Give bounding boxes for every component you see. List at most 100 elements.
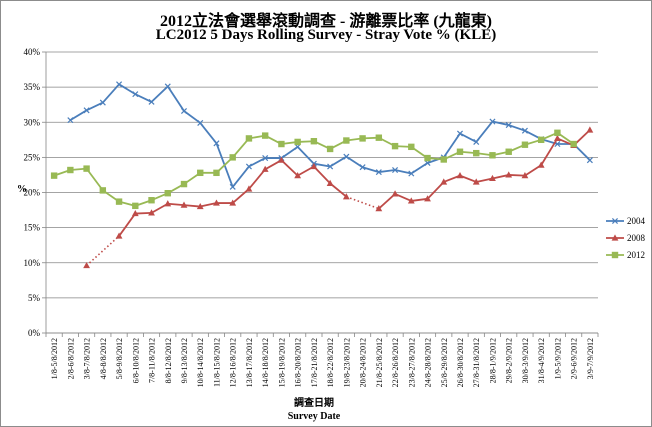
data-point: [505, 122, 512, 129]
x-tick-label: 14/8-18/8/2012: [261, 338, 270, 387]
data-point: [164, 190, 171, 197]
data-point: [342, 193, 350, 200]
series-line: [248, 157, 266, 168]
y-tick-label: 20%: [24, 188, 41, 198]
data-point: [197, 169, 204, 177]
data-point: [115, 198, 123, 205]
x-tick-label: 2/9-6/9/2012: [570, 338, 579, 379]
x-tick-label: 25/8-29/8/2012: [440, 338, 449, 387]
series-2004: [67, 81, 593, 190]
data-point: [83, 261, 90, 269]
data-point: [392, 166, 399, 174]
data-point: [229, 199, 237, 206]
data-point: [229, 154, 236, 161]
data-point: [131, 209, 139, 217]
series-line: [200, 202, 217, 208]
legend-label: 2012: [627, 250, 645, 260]
y-tick-label: 40%: [24, 47, 41, 57]
y-tick-label: 25%: [24, 152, 41, 162]
data-point: [521, 172, 529, 179]
data-point: [67, 117, 74, 124]
series-line: [492, 174, 509, 180]
series-line: [411, 197, 428, 202]
chart-title: 2012立法會選舉滾動調查 - 游離票比率 (九龍東): [160, 13, 492, 30]
data-point: [586, 157, 593, 164]
series-line: [476, 177, 493, 183]
series-line: [508, 124, 526, 132]
data-point: [343, 153, 350, 160]
data-point: [310, 138, 318, 145]
x-tick-label: 4/8-8/8/2012: [99, 338, 108, 379]
data-point: [148, 197, 155, 204]
series-layer: [50, 81, 594, 269]
data-point: [375, 169, 382, 176]
x-tick-label: 5/8-9/8/2012: [115, 338, 124, 379]
data-point: [570, 140, 577, 148]
data-point: [196, 202, 204, 210]
data-point: [375, 205, 383, 212]
data-point: [278, 156, 285, 163]
data-point: [164, 200, 172, 207]
y-tick-label: 35%: [24, 82, 41, 92]
data-point: [229, 183, 236, 190]
data-point: [50, 172, 58, 179]
series-line: [86, 101, 104, 112]
data-point: [537, 136, 545, 144]
x-tick-label: 10/8-14/8/2012: [196, 338, 205, 387]
legend-label: 2004: [627, 216, 646, 226]
y-tick-label: 5%: [28, 293, 41, 303]
series-line: [410, 162, 429, 175]
x-tick-label: 23/8-27/8/2012: [407, 338, 416, 387]
y-tick-label: 0%: [28, 328, 41, 338]
series-line: [118, 213, 137, 237]
x-tick-label: 31/8-4/9/2012: [537, 338, 546, 383]
data-point: [116, 81, 123, 88]
data-point: [359, 164, 366, 171]
data-point: [213, 140, 220, 147]
data-point: [327, 163, 334, 170]
data-point: [245, 135, 253, 142]
data-point: [245, 185, 253, 192]
data-point: [83, 165, 90, 172]
x-tick-label: 16/8-20/8/2012: [294, 338, 303, 387]
data-point: [343, 137, 350, 144]
x-tick-label: 13/8-17/8/2012: [245, 338, 254, 387]
series-2008: [83, 126, 594, 269]
data-point: [213, 169, 220, 177]
x-tick-label: 26/8-30/8/2012: [456, 338, 465, 387]
series-gap-line: [346, 195, 380, 210]
series-line: [459, 132, 477, 143]
y-tick-label: 15%: [24, 223, 41, 233]
series-line: [248, 168, 266, 190]
series-line: [475, 120, 494, 143]
data-point: [391, 190, 399, 197]
data-point: [261, 165, 269, 172]
series-line: [183, 204, 201, 208]
x-tick-label: 21/8-25/8/2012: [375, 338, 384, 387]
data-point: [391, 142, 399, 150]
x-tick-label: 6/8-10/8/2012: [131, 338, 140, 383]
data-point: [537, 161, 545, 168]
data-point: [164, 83, 171, 90]
data-point: [67, 166, 74, 174]
data-point: [456, 172, 464, 179]
data-point: [375, 134, 383, 141]
series-gap-line: [86, 235, 120, 267]
data-point: [473, 138, 480, 145]
series-line: [443, 174, 461, 183]
series-line: [329, 155, 347, 168]
series-line: [69, 109, 88, 121]
x-tick-label: 17/8-21/8/2012: [310, 338, 319, 387]
data-point: [326, 145, 334, 153]
x-tick-label: 1/9-5/9/2012: [553, 338, 562, 379]
data-point: [262, 155, 269, 162]
data-point: [197, 119, 204, 126]
data-point: [408, 170, 415, 177]
series-line: [540, 137, 559, 166]
series-line: [394, 193, 412, 202]
data-point: [180, 180, 188, 188]
x-tick-label: 2/8-6/8/2012: [66, 338, 75, 379]
x-tick-label: 3/8-7/8/2012: [83, 338, 92, 379]
x-tick-label: 9/8-13/8/2012: [180, 338, 189, 383]
